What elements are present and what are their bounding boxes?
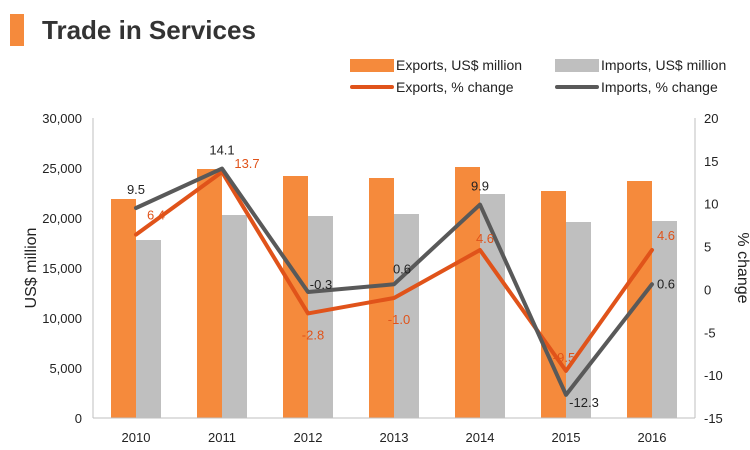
y-tick-label: 25,000 [42,161,82,176]
y-tick-label: 30,000 [42,111,82,126]
x-tick-label: 2012 [294,430,323,445]
y-tick-label: 20,000 [42,211,82,226]
bar-imports [308,216,333,418]
x-tick-label: 2013 [380,430,409,445]
y2-tick-label: 0 [704,282,711,297]
legend-label-imports-line: Imports, % change [601,79,718,95]
legend-swatch-imports-bar [555,58,599,72]
data-label-exports-change: -9.5 [553,350,575,365]
y2-tick-label: -15 [704,411,723,426]
x-tick-label: 2010 [122,430,151,445]
legend-imports-bar: Imports, US$ million [555,57,726,73]
bar-imports [136,240,161,418]
y2-tick-label: 5 [704,240,711,255]
bar-imports [652,221,677,418]
y2-tick-label: -10 [704,368,723,383]
bar-exports [283,176,308,418]
y-tick-label: 5,000 [49,361,82,376]
x-tick-label: 2015 [552,430,581,445]
y-tick-label: 15,000 [42,261,82,276]
data-label-exports-change: 13.7 [234,156,259,171]
data-label-imports-change: 14.1 [209,143,234,158]
bar-exports [541,191,566,418]
data-label-exports-change: -2.8 [302,327,324,342]
title-accent-bar [10,14,24,46]
bar-exports [197,169,222,418]
data-label-imports-change: -12.3 [569,395,599,410]
bar-imports [566,222,591,418]
line-imports-change [134,166,654,397]
legend-swatch-imports-line [555,85,599,89]
x-tick-label: 2014 [466,430,495,445]
legend-label-exports-line: Exports, % change [396,79,514,95]
data-label-imports-change: 0.6 [657,276,675,291]
y2-tick-label: 15 [704,154,718,169]
data-label-exports-change: 4.6 [657,228,675,243]
data-label-exports-change: -1.0 [388,312,410,327]
y-tick-label: 10,000 [42,311,82,326]
y2-tick-label: 20 [704,111,718,126]
data-label-exports-change: 4.6 [476,231,494,246]
data-label-imports-change: 9.9 [471,179,489,194]
legend-imports-line: Imports, % change [555,79,718,95]
legend-label-exports-bar: Exports, US$ million [396,57,523,73]
y-axis-title: US$ million [23,228,40,309]
data-label-exports-change: 6.4 [147,208,165,223]
y2-axis-title: % change [734,232,750,303]
data-label-imports-change: 0.6 [393,261,411,276]
bar-exports [455,167,480,418]
legend-exports-line: Exports, % change [350,79,514,95]
legend-swatch-exports-line [350,85,394,89]
page-title: Trade in Services [42,15,256,45]
legend-swatch-exports-bar [350,58,394,72]
x-tick-label: 2016 [638,430,667,445]
y-tick-label: 0 [75,411,82,426]
legend-label-imports-bar: Imports, US$ million [601,57,727,73]
y2-tick-label: -5 [704,325,716,340]
y2-tick-label: 10 [704,197,718,212]
bar-imports [394,214,419,418]
bar-imports [222,215,247,418]
bar-exports [111,199,136,418]
x-tick-label: 2011 [208,430,236,445]
data-label-imports-change: 9.5 [127,182,145,197]
legend-exports-bar: Exports, US$ million [350,57,522,73]
data-label-imports-change: -0.3 [310,277,332,292]
